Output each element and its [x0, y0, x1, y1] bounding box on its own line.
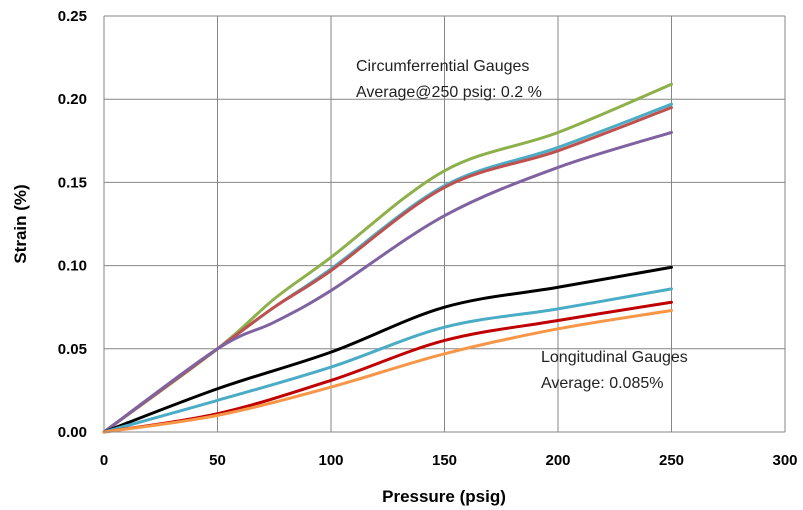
x-tick-label: 100 — [318, 452, 343, 469]
x-tick-label: 300 — [772, 452, 797, 469]
annotation-circumferential-line1: Circumferrential Gauges — [356, 58, 529, 75]
annotation-longitudinal-line1: Longitudinal Gauges — [541, 349, 688, 366]
x-tick-label: 0 — [100, 452, 108, 469]
annotation-longitudinal-line2: Average: 0.085% — [541, 375, 663, 392]
x-tick-labels: 0 50 100 150 200 250 300 — [100, 452, 798, 469]
x-tick-label: 150 — [432, 452, 457, 469]
x-tick-label: 50 — [209, 452, 226, 469]
annotation-circumferential-line2: Average@250 psig: 0.2 % — [356, 84, 542, 101]
series-line-6 — [102, 287, 673, 434]
y-axis-title: Strain (%) — [11, 184, 30, 263]
annotation-longitudinal: Longitudinal Gauges Average: 0.085% — [541, 349, 688, 392]
series-layer — [102, 82, 673, 434]
series-line-5 — [102, 265, 673, 434]
y-tick-label: 0.10 — [58, 258, 87, 275]
series-line-4 — [102, 130, 673, 434]
y-tick-label: 0.05 — [58, 341, 87, 358]
gridlines — [104, 15, 786, 432]
series-line-8 — [102, 309, 673, 434]
y-tick-label: 0.00 — [58, 424, 87, 441]
annotation-circumferential: Circumferrential Gauges Average@250 psig… — [356, 58, 542, 101]
axes — [103, 16, 785, 433]
y-tick-label: 0.15 — [58, 174, 87, 191]
x-axis-title: Pressure (psig) — [382, 487, 506, 506]
y-tick-label: 0.20 — [58, 91, 87, 108]
x-tick-label: 250 — [659, 452, 684, 469]
x-tick-label: 200 — [545, 452, 570, 469]
y-tick-labels: 0.00 0.05 0.10 0.15 0.20 0.25 — [58, 8, 87, 441]
y-tick-label: 0.25 — [58, 8, 87, 25]
